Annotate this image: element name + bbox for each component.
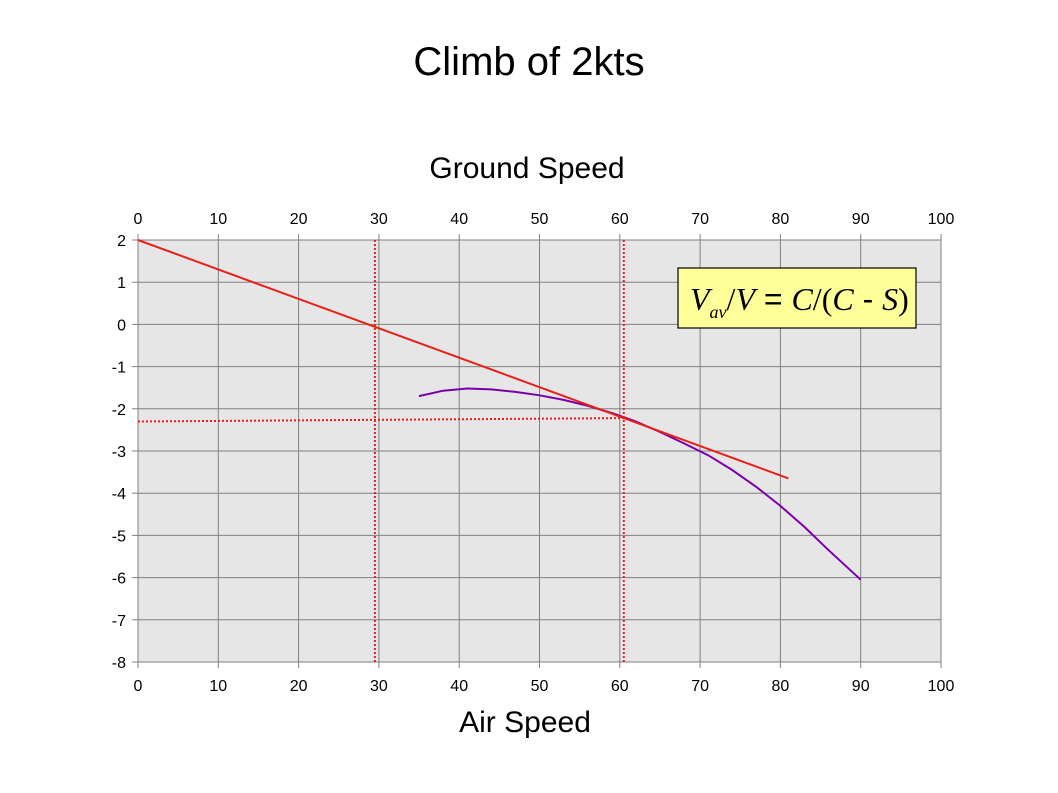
y-tick-label: -2	[112, 402, 126, 419]
x-tick-label-top: 80	[772, 211, 790, 228]
x-tick-label-bottom: 60	[611, 678, 629, 695]
y-tick-label: -1	[112, 360, 126, 377]
x-tick-label-top: 40	[450, 211, 468, 228]
y-tick-label: -5	[112, 528, 126, 545]
y-tick-label: -4	[112, 486, 126, 503]
formula-close: )	[898, 281, 909, 317]
formula-equals: =	[755, 281, 791, 317]
series-line-2	[137, 239, 789, 480]
x-tick-label-top: 0	[134, 211, 143, 228]
svg-text:Vav/V = C/(C - S): Vav/V = C/(C - S)	[690, 281, 909, 322]
tick-labels: 0010102020303040405050606070708080909010…	[112, 211, 955, 695]
y-tick-label: 0	[117, 317, 126, 334]
x-tick-label-top: 30	[370, 211, 388, 228]
formula-open: /(	[813, 281, 833, 317]
formula-v2: V	[735, 281, 758, 317]
y-tick-label: -6	[112, 571, 126, 588]
series-line-5	[137, 417, 624, 423]
chart-title: Ground Speed	[429, 152, 624, 185]
slide-title: Climb of 2kts	[413, 40, 645, 84]
x-tick-label-bottom: 0	[134, 678, 143, 695]
formula-s: S	[882, 281, 898, 317]
y-tick-label: -3	[112, 444, 126, 461]
x-tick-label-bottom: 10	[209, 678, 227, 695]
y-tick-label: -7	[112, 613, 126, 630]
x-tick-label-bottom: 40	[450, 678, 468, 695]
grid	[132, 234, 942, 668]
formula-minus: -	[854, 281, 882, 317]
x-tick-label-bottom: 70	[691, 678, 709, 695]
x-tick-label-bottom: 90	[852, 678, 870, 695]
y-tick-label: 2	[117, 233, 126, 250]
x-tick-label-bottom: 50	[531, 678, 549, 695]
formula-subscript: av	[710, 302, 727, 322]
y-tick-label: 1	[117, 275, 126, 292]
x-tick-label-bottom: 30	[370, 678, 388, 695]
x-tick-label-top: 50	[531, 211, 549, 228]
formula-v: V	[690, 281, 713, 317]
x-tick-label-top: 60	[611, 211, 629, 228]
x-axis-title: Air Speed	[459, 706, 591, 739]
x-tick-label-top: 10	[209, 211, 227, 228]
x-tick-label-top: 20	[290, 211, 308, 228]
series-layer	[137, 239, 862, 662]
formula-annotation: Vav/V = C/(C - S)	[677, 267, 917, 329]
formula-c: C	[791, 281, 813, 317]
formula-box	[677, 267, 917, 329]
x-tick-label-bottom: 80	[772, 678, 790, 695]
x-tick-label-top: 70	[691, 211, 709, 228]
formula-slash: /	[727, 281, 736, 317]
x-tick-label-bottom: 20	[290, 678, 308, 695]
x-tick-label-top: 90	[852, 211, 870, 228]
x-tick-label-bottom: 100	[928, 678, 955, 695]
y-tick-label: -8	[112, 655, 126, 672]
x-tick-label-top: 100	[928, 211, 955, 228]
formula-c2: C	[832, 281, 854, 317]
